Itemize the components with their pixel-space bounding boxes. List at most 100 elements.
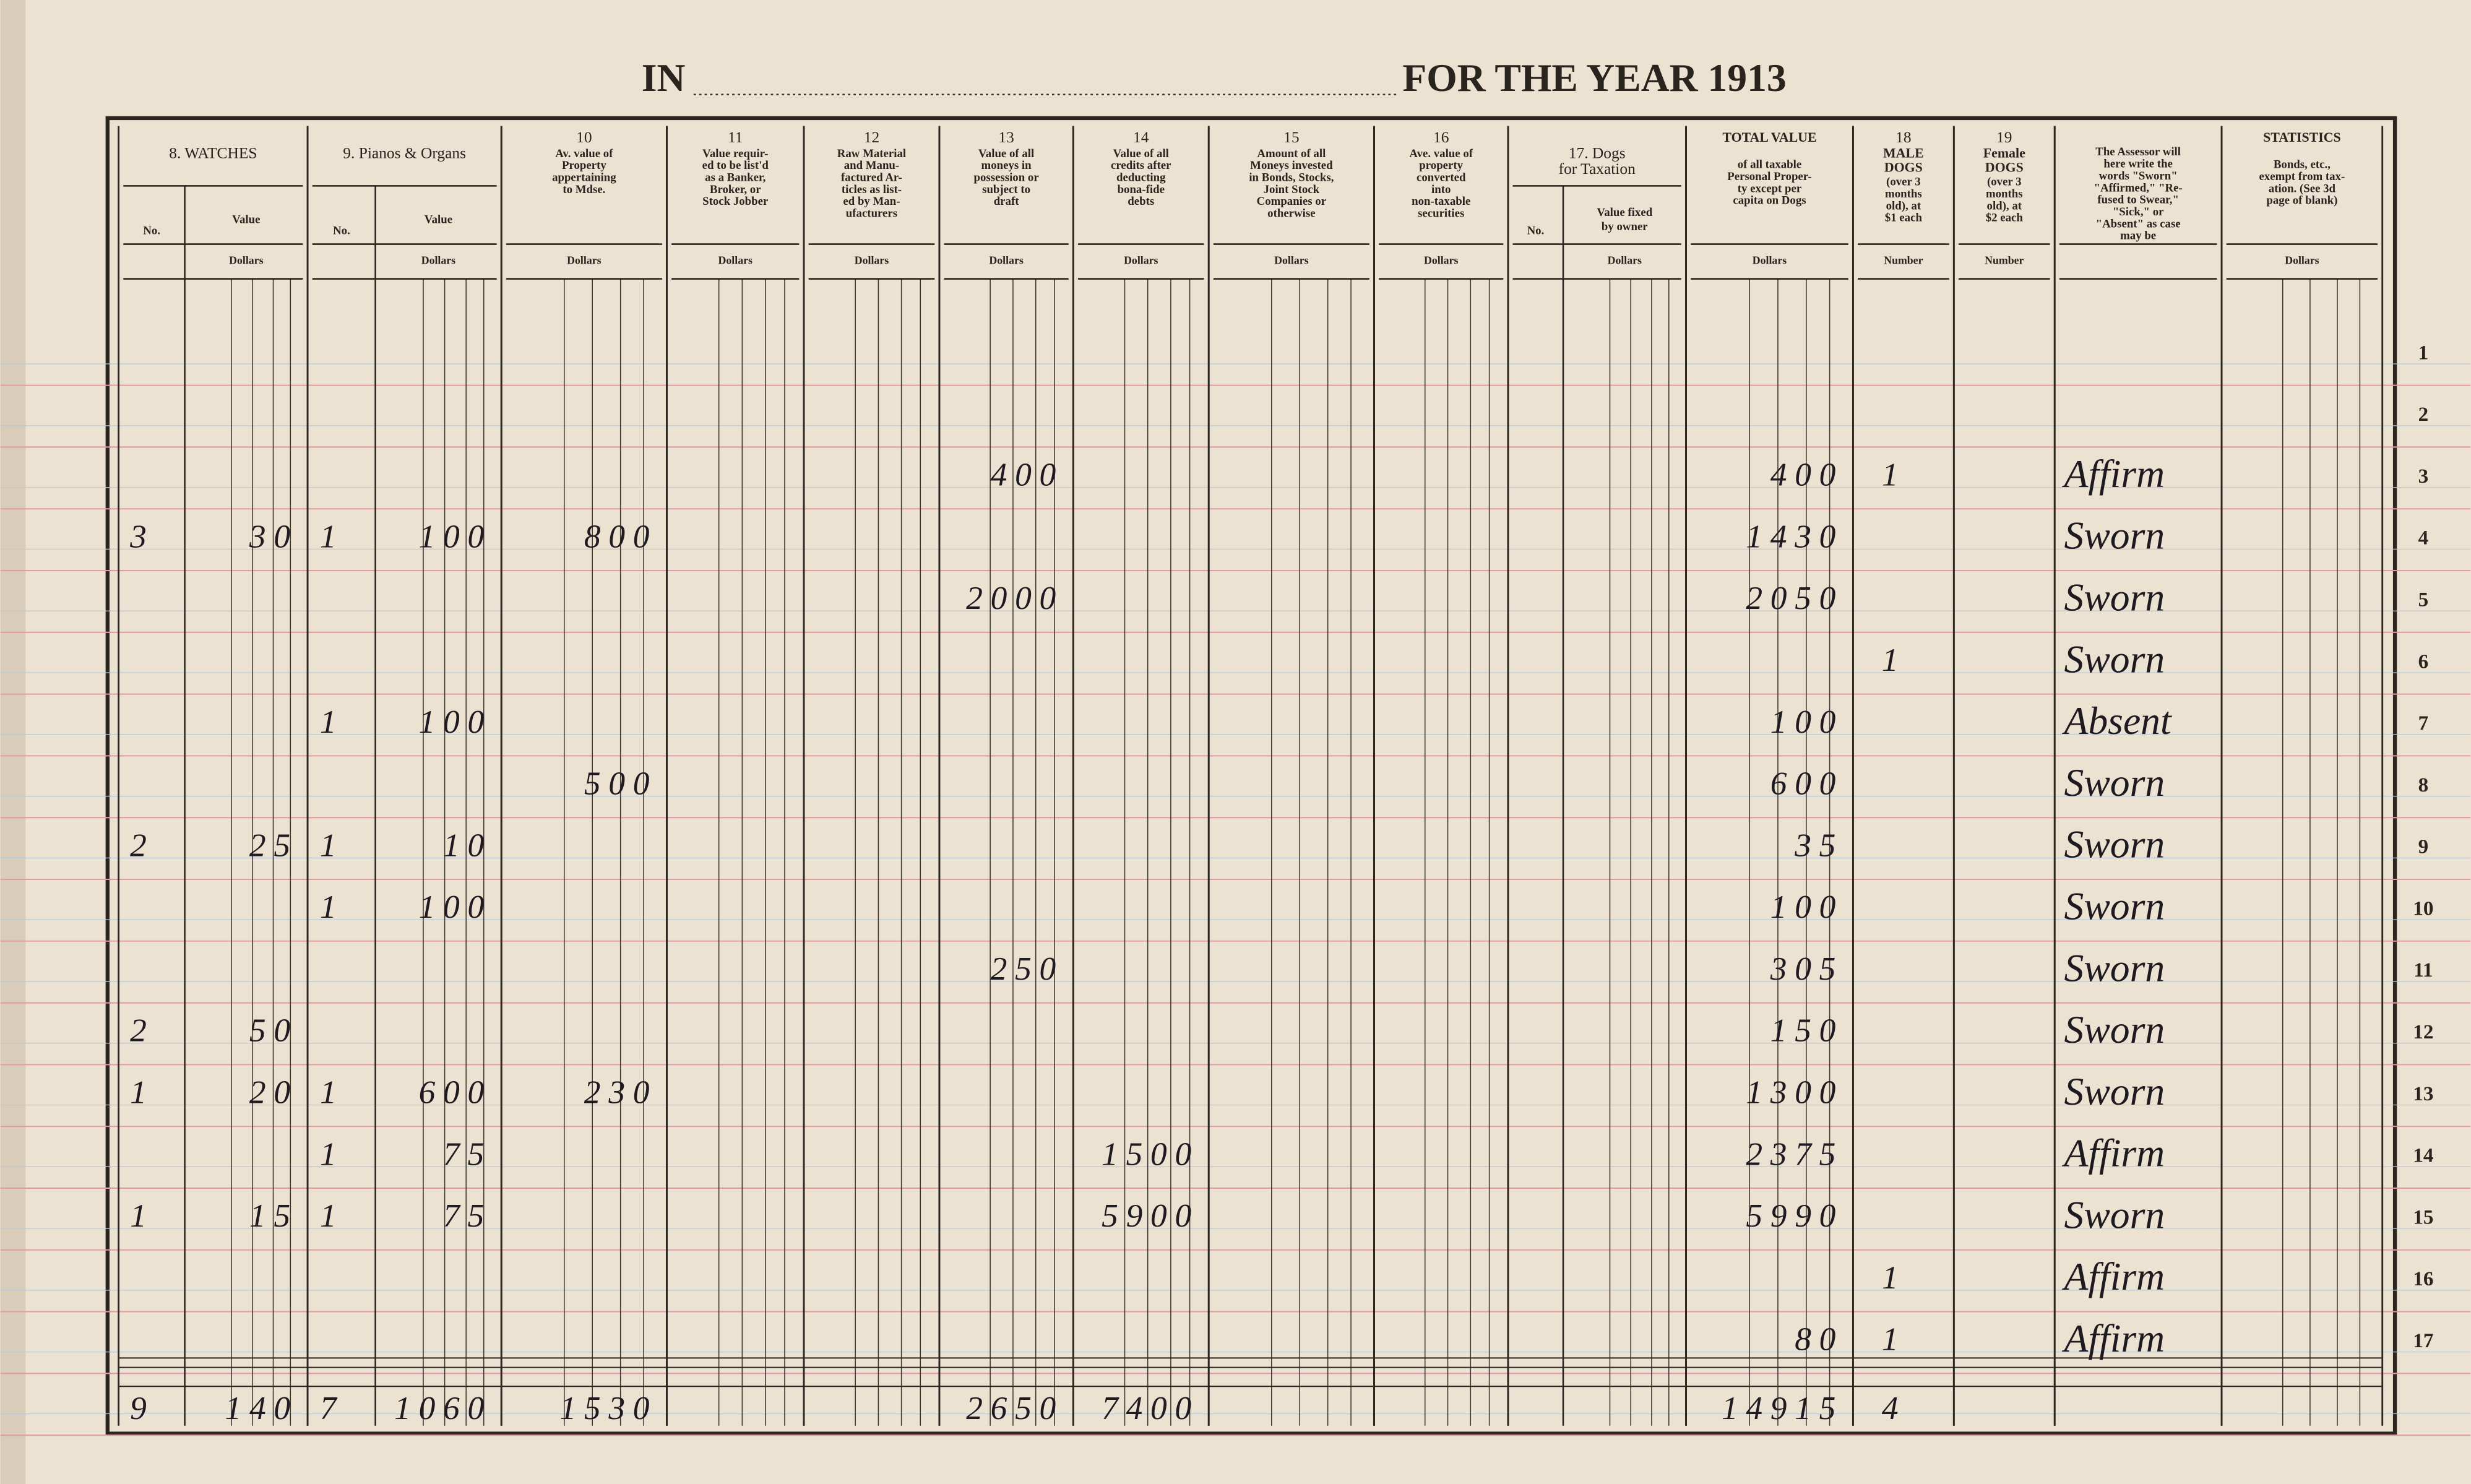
entry: 1 [130,1197,154,1234]
unit-label: Dollars [989,254,1023,267]
column-description: converted [1417,171,1466,184]
subcolumn-heading: No. [333,225,350,238]
column-description: as a Banker, [705,171,765,184]
column-description: Companies or [1257,195,1326,208]
column-description: of all taxable [1738,158,1802,171]
column-heading: TOTAL VALUE [1722,129,1816,145]
entry: 2050 [1746,579,1844,616]
entry: 1 [320,888,344,925]
column-description: Moneys invested [1250,159,1333,172]
assessor-note: Sworn [2064,576,2165,619]
unit-label: Dollars [1274,254,1308,267]
assessor-note: Sworn [2064,1193,2165,1236]
entry: 2 [130,1012,154,1049]
row-number: 4 [2418,527,2429,550]
column-description: to Mdse. [563,183,605,196]
column-description: here write the [2103,158,2173,171]
entry: 9 [130,1389,154,1426]
assessor-note: Sworn [2064,884,2165,928]
unit-label: Dollars [2285,254,2319,267]
assessor-note: Affirm [2062,1316,2165,1360]
column-description: factured Ar- [841,171,902,184]
entry: 1 [1882,1259,1906,1296]
column-description: deducting [1116,171,1166,184]
column-heading: STATISTICS [2263,129,2341,145]
assessor-note: Affirm [2062,452,2165,496]
column-heading: 17. Dogs [1569,144,1626,162]
title-right: FOR THE YEAR 1913 [1402,56,1786,100]
column-description: Value requir- [702,147,769,160]
entry: 250 [991,950,1064,987]
column-description: Ave. value of [1409,147,1473,160]
column-description: ticles as list- [842,183,902,196]
column-description: Amount of all [1257,147,1326,160]
column-description: securities [1418,207,1464,220]
entry: 30 [249,517,298,554]
entry: 25 [249,826,298,863]
column-description: moneys in [981,159,1032,172]
column-description: Value of all [1113,147,1169,160]
table-border [105,116,2397,1436]
column-description: months [1986,188,2023,201]
subcolumn-heading: No. [1527,225,1545,238]
entry: 1060 [394,1389,492,1426]
table-header: 8. WATCHES No. Value Dollars 9. Pianos & Org… [123,128,2345,267]
column-description: "Sick," or [2113,205,2164,218]
column-description: Bonds, etc., [2274,158,2331,171]
unit-label: Number [1884,254,1923,267]
column-description: ed by Man- [843,195,900,208]
entry: 2650 [966,1389,1064,1426]
assessor-note: Sworn [2064,822,2165,866]
assessor-note: Affirm [2062,1131,2165,1175]
column-number: 13 [998,128,1014,146]
unit-label: Dollars [421,254,455,267]
row-number: 2 [2418,403,2429,426]
column-number: 10 [576,128,592,146]
column-description: Raw Material [837,147,906,160]
entry: 5990 [1746,1197,1844,1234]
unit-label: Dollars [1608,254,1642,267]
row-number: 1 [2418,342,2429,364]
entry: 230 [584,1074,657,1111]
subcolumn-heading: Value [232,214,260,226]
column-description: Property [562,159,606,172]
entry: 1 [130,1074,154,1111]
column-heading: 9. Pianos & Organs [343,144,466,162]
binding-edge [0,0,26,1484]
assessor-note: Sworn [2064,1007,2165,1051]
entry: 75 [443,1197,492,1234]
entry: 4 [1882,1389,1906,1426]
entry: 1 [320,826,344,863]
unit-label: Dollars [567,254,601,267]
column-number: 19 [1996,128,2012,146]
unit-label: Dollars [1753,254,1787,267]
column-description: old), at [1886,199,1921,212]
entry: 20 [249,1074,298,1111]
entry: 7400 [1102,1389,1199,1426]
row-number: 6 [2418,650,2429,673]
row-number: 17 [2413,1330,2433,1352]
column-description: old), at [1987,199,2022,212]
entry: 1530 [559,1389,657,1426]
column-description: months [1885,188,1922,201]
entry: 1500 [1102,1135,1199,1172]
column-description: fused to Swear," [2097,194,2179,207]
entry: 305 [1770,950,1844,987]
column-description: in Bonds, Stocks, [1249,171,1334,184]
row-number: 15 [2413,1206,2433,1228]
entry: 2000 [966,579,1064,616]
entry: 1 [320,1197,344,1234]
unit-label: Dollars [229,254,263,267]
entry: 1 [1882,1321,1906,1358]
subcolumn-heading: Value fixed [1597,206,1652,219]
entry: 10 [443,826,492,863]
unit-label: Number [1985,254,2024,267]
entry: 100 [1770,888,1844,925]
row-number: 14 [2413,1145,2433,1167]
column-description: page of blank) [2266,194,2337,207]
unit-label: Dollars [718,254,753,267]
assessor-note: Sworn [2064,1069,2165,1113]
entry: 7 [320,1389,344,1426]
